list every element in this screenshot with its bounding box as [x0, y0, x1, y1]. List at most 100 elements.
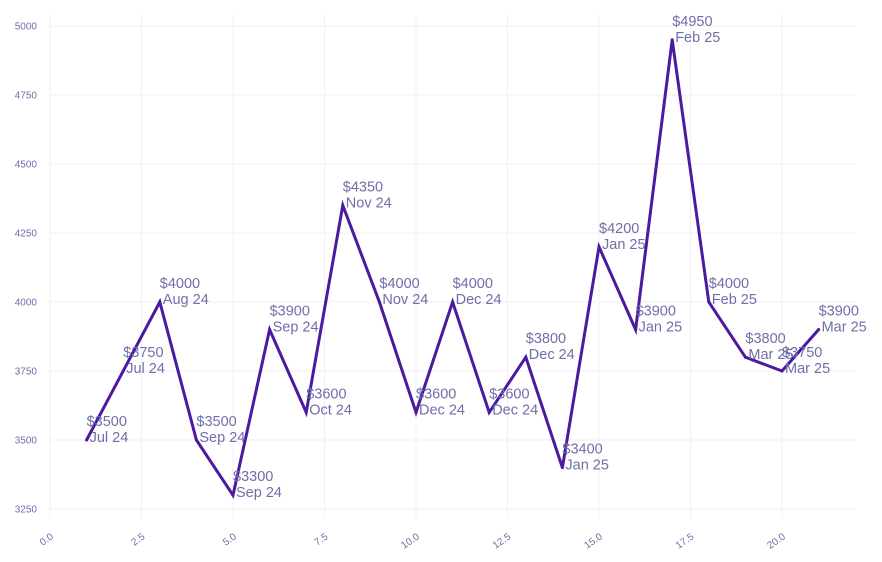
data-point — [304, 410, 308, 414]
data-labels: $3500 Jul 24$3750 Jul 24$4000 Aug 24$3500 Se… — [87, 14, 867, 501]
x-tick-label: 17.5 — [674, 531, 697, 551]
data-label-date: Dec 24 — [456, 292, 502, 308]
data-point — [707, 300, 711, 304]
data-point — [487, 410, 491, 414]
data-point — [231, 493, 235, 497]
data-label-date: Nov 24 — [382, 292, 428, 308]
data-point — [377, 300, 381, 304]
data-label-date: Jan 25 — [602, 237, 646, 253]
data-point — [121, 369, 125, 373]
data-label-value: $3500 — [87, 414, 127, 430]
y-axis: 3250 3500 3750 4000 4250 4500 4750 5000 — [15, 22, 38, 516]
data-label: $3800 Dec 24 — [526, 331, 575, 363]
data-label: $4000 Aug 24 — [160, 276, 209, 308]
y-tick-label: 4500 — [15, 160, 38, 171]
x-axis: 0.0 2.5 5.0 7.5 10.0 12.5 15.0 17.5 20.0 — [38, 531, 788, 551]
data-label-value: $3900 — [819, 304, 859, 320]
data-point — [158, 300, 162, 304]
x-tick-label: 0.0 — [38, 531, 56, 548]
y-tick-label: 3500 — [15, 436, 38, 447]
data-label-value: $4000 — [453, 276, 493, 292]
data-label-value: $3300 — [233, 469, 273, 485]
data-label: $4350 Nov 24 — [343, 179, 392, 211]
data-label-date: Nov 24 — [346, 195, 392, 211]
data-label: $3500 Jul 24 — [87, 414, 129, 446]
data-label: $3750 Jul 24 — [123, 345, 165, 377]
data-point — [414, 410, 418, 414]
data-label-value: $3750 — [782, 345, 822, 361]
data-label-date: Jul 24 — [90, 430, 129, 446]
data-label-value: $4950 — [672, 14, 712, 30]
y-tick-label: 4750 — [15, 91, 38, 102]
grid — [49, 15, 856, 518]
data-label: $3900 Sep 24 — [270, 304, 319, 336]
data-label-date: Dec 24 — [529, 347, 575, 363]
data-label-date: Mar 25 — [785, 361, 830, 377]
data-label-date: Sep 24 — [199, 430, 245, 446]
data-point — [743, 355, 747, 359]
data-label-value: $3400 — [562, 442, 602, 458]
data-point — [780, 369, 784, 373]
data-label-date: Sep 24 — [273, 320, 319, 336]
data-label-value: $3800 — [745, 331, 785, 347]
data-label-date: Feb 25 — [712, 292, 757, 308]
x-tick-label: 2.5 — [130, 531, 148, 548]
data-label: $3600 Dec 24 — [489, 386, 538, 418]
x-tick-label: 5.0 — [221, 531, 239, 548]
data-label: $3800 Mar 25 — [745, 331, 793, 363]
data-label-value: $3500 — [196, 414, 236, 430]
x-tick-label: 12.5 — [491, 531, 514, 551]
data-label-value: $3900 — [270, 304, 310, 320]
data-label-date: Jan 25 — [639, 320, 683, 336]
y-tick-label: 4250 — [15, 229, 38, 240]
data-label: $3600 Oct 24 — [306, 386, 352, 418]
data-label: $4000 Dec 24 — [453, 276, 502, 308]
data-point — [817, 328, 821, 332]
data-label: $3900 Mar 25 — [819, 304, 867, 336]
data-label-date: Jul 24 — [126, 361, 165, 377]
data-label: $4000 Nov 24 — [379, 276, 428, 308]
data-label: $3900 Jan 25 — [636, 304, 683, 336]
data-label-value: $4000 — [160, 276, 200, 292]
data-label-date: Sep 24 — [236, 485, 282, 501]
data-point — [341, 203, 345, 207]
data-label-value: $3900 — [636, 304, 676, 320]
data-label: $4200 Jan 25 — [599, 221, 646, 253]
x-tick-label: 10.0 — [399, 531, 422, 551]
data-point — [451, 300, 455, 304]
data-label-date: Jan 25 — [565, 458, 609, 474]
data-label: $4950 Feb 25 — [672, 14, 720, 46]
data-label: $3500 Sep 24 — [196, 414, 245, 446]
y-tick-label: 5000 — [15, 22, 38, 33]
data-point — [634, 328, 638, 332]
y-tick-label: 3250 — [15, 505, 38, 516]
data-label-date: Mar 25 — [822, 320, 867, 336]
data-label-value: $4200 — [599, 221, 639, 237]
data-label: $3750 Mar 25 — [782, 345, 830, 377]
data-point — [194, 438, 198, 442]
data-label-date: Feb 25 — [675, 30, 720, 46]
data-label-date: Aug 24 — [163, 292, 209, 308]
data-label-value: $3600 — [416, 386, 456, 402]
data-label: $4000 Feb 25 — [709, 276, 757, 308]
x-tick-label: 15.0 — [582, 531, 605, 551]
data-label-value: $3750 — [123, 345, 163, 361]
y-tick-label: 3750 — [15, 367, 38, 378]
data-label-value: $3600 — [489, 386, 529, 402]
y-tick-label: 4000 — [15, 298, 38, 309]
data-label-value: $4350 — [343, 179, 383, 195]
data-point — [524, 355, 528, 359]
data-label-date: Dec 24 — [492, 402, 538, 418]
data-label-date: Mar 25 — [748, 347, 793, 363]
data-label-date: Dec 24 — [419, 402, 465, 418]
series-group — [85, 38, 821, 499]
x-tick-label: 20.0 — [765, 531, 788, 551]
data-point — [560, 466, 564, 470]
data-point — [597, 245, 601, 249]
data-label: $3300 Sep 24 — [233, 469, 282, 501]
data-label-value: $4000 — [709, 276, 749, 292]
data-point — [670, 38, 674, 42]
data-label-value: $3800 — [526, 331, 566, 347]
